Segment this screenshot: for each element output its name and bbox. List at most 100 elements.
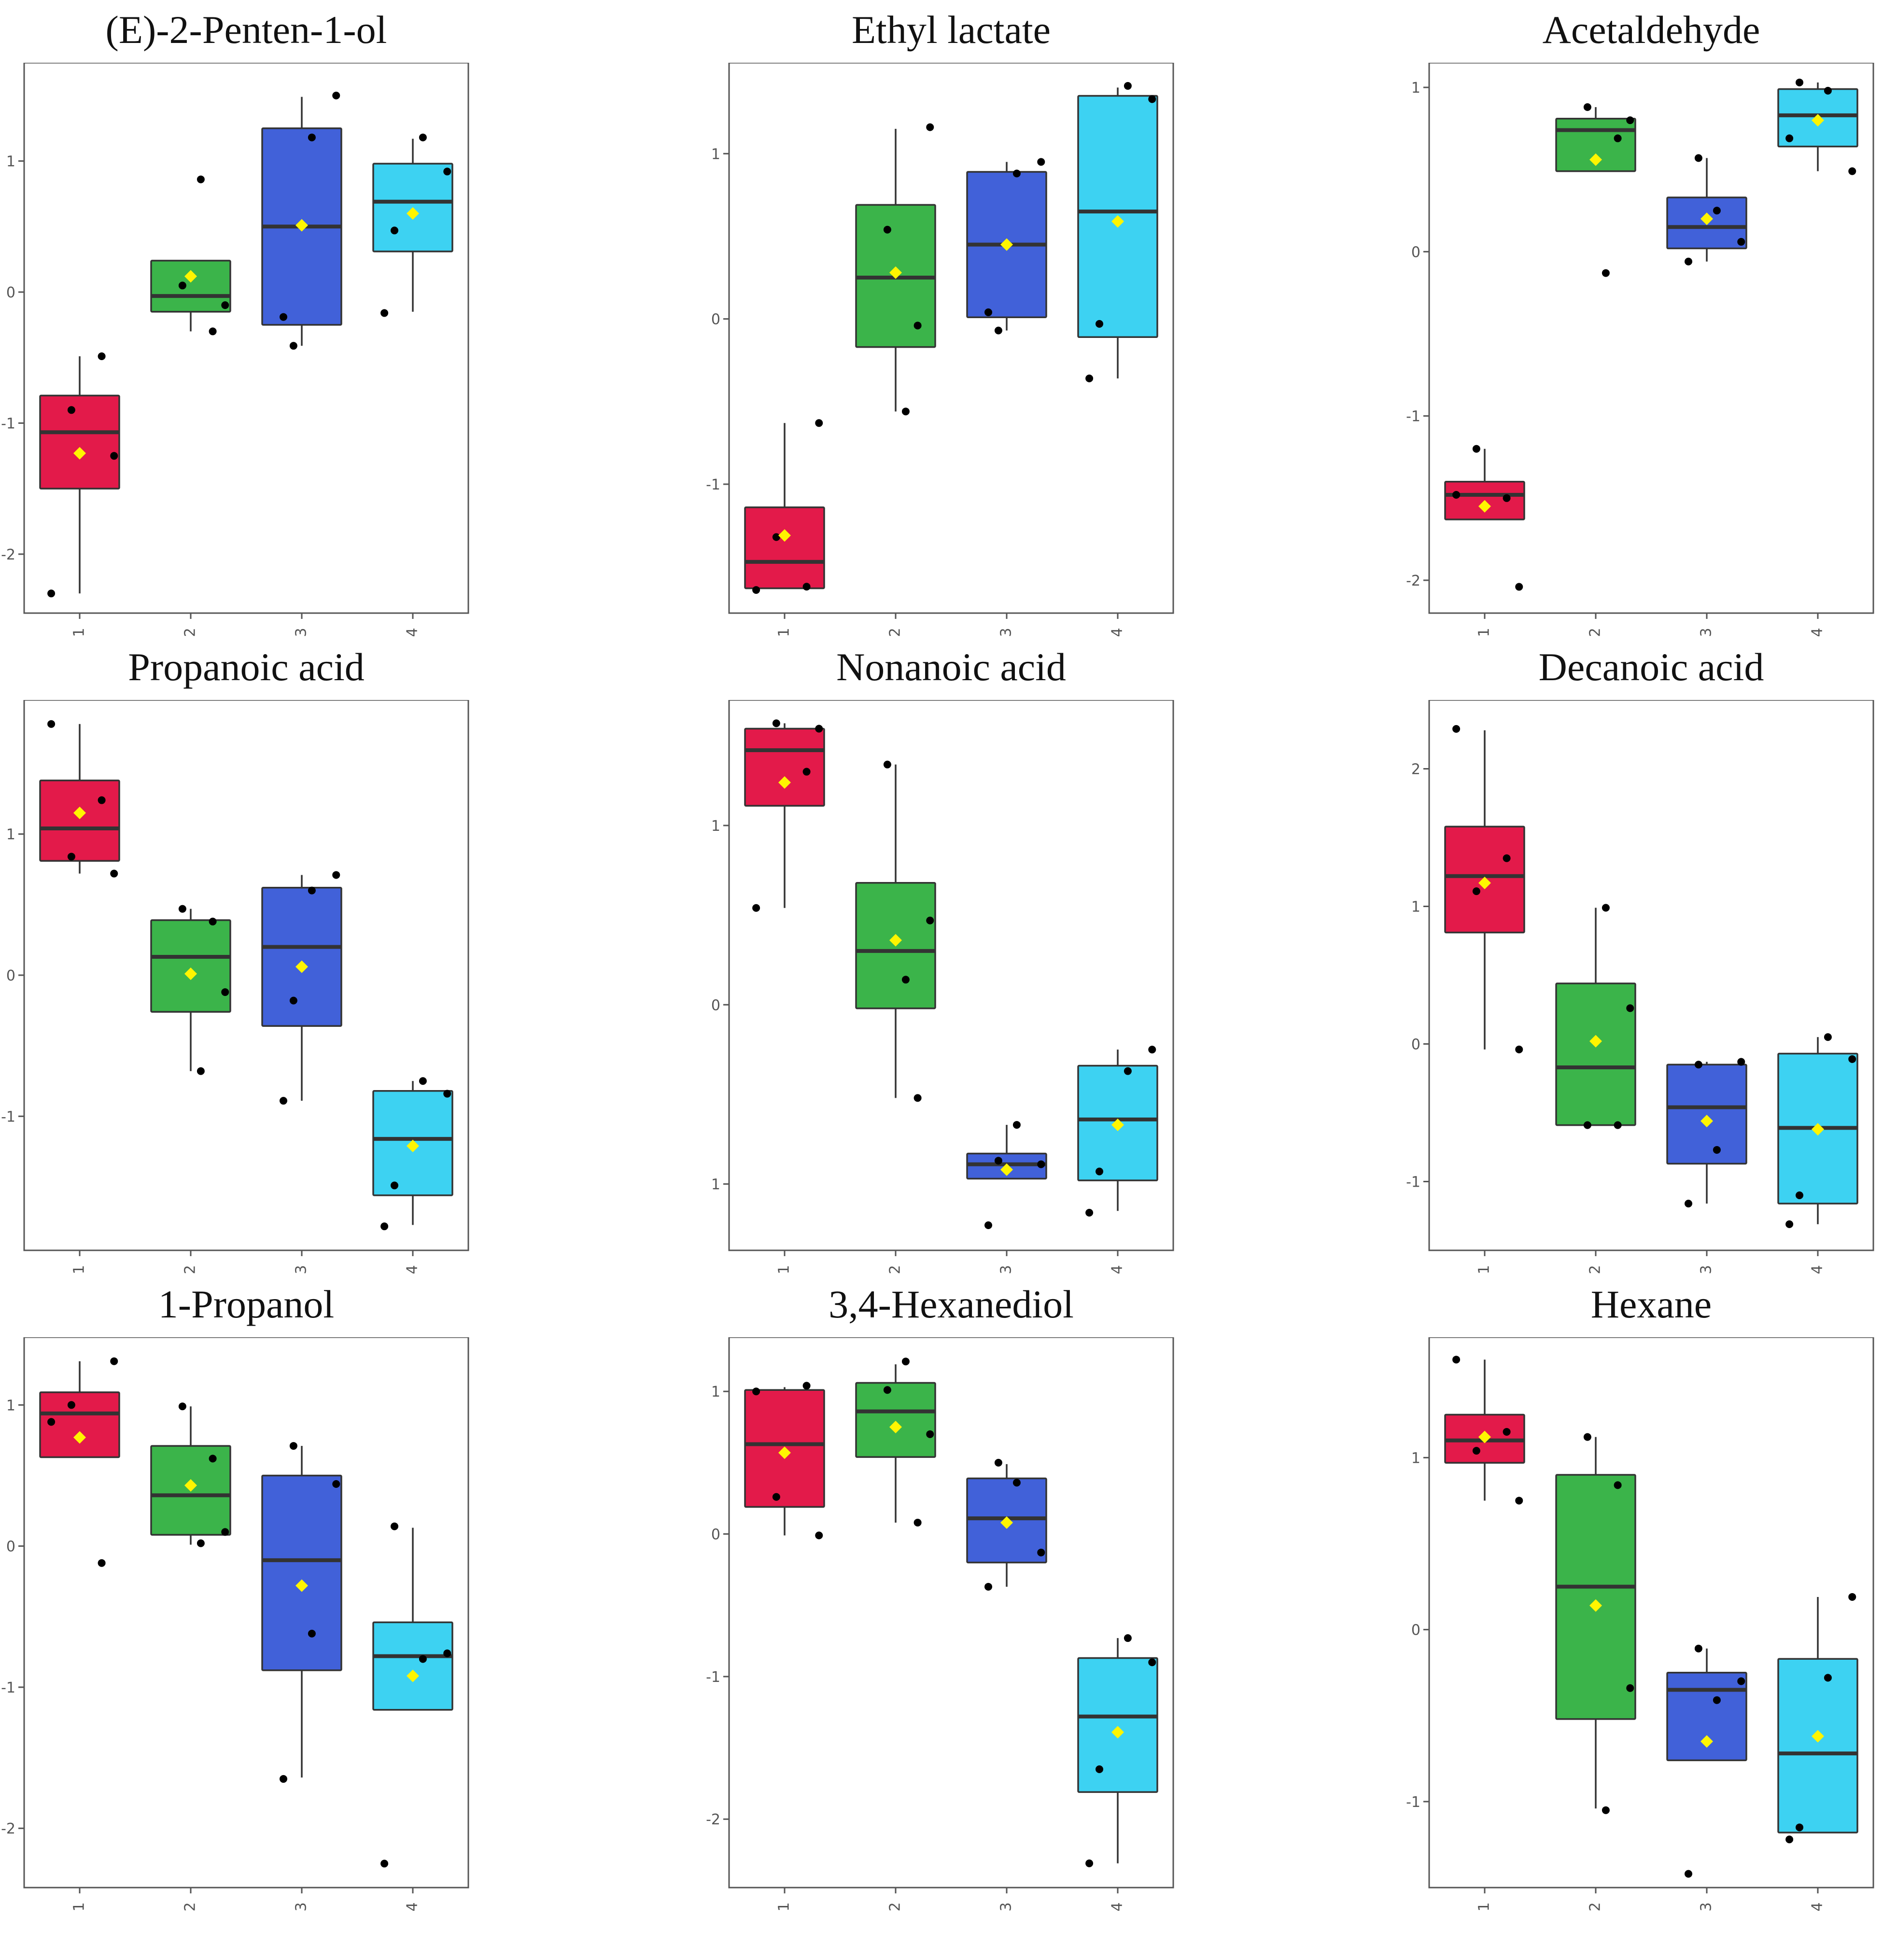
data-point bbox=[98, 796, 106, 804]
chart-plot: -1 0 1 1 2 3 4 bbox=[1406, 1337, 1874, 1912]
data-point bbox=[443, 1649, 451, 1657]
x-tick-label: 2 bbox=[182, 1265, 199, 1274]
plot-frame bbox=[23, 63, 469, 614]
data-point bbox=[221, 988, 229, 996]
chart-title: Acetaldehyde bbox=[1542, 8, 1760, 52]
x-tick-label: 3 bbox=[998, 1902, 1015, 1911]
data-point bbox=[197, 175, 205, 183]
data-point bbox=[1694, 1644, 1702, 1652]
data-point bbox=[280, 1097, 287, 1105]
data-point bbox=[47, 589, 56, 598]
data-point bbox=[391, 1181, 398, 1190]
data-point bbox=[1012, 169, 1021, 178]
data-point bbox=[1583, 1121, 1591, 1129]
chart-panel: (E)-2-Penten-1-ol -2 -1 0 1 1 2 3 4 bbox=[0, 5, 492, 686]
data-point bbox=[380, 1222, 389, 1231]
chart-plot: -1 0 1 1 2 3 4 bbox=[706, 63, 1174, 637]
data-point bbox=[772, 719, 780, 728]
chart-title: Nonanoic acid bbox=[836, 645, 1066, 689]
chart-title: (E)-2-Penten-1-ol bbox=[105, 8, 387, 52]
data-point bbox=[419, 1077, 427, 1085]
x-tick-label: 2 bbox=[887, 1902, 904, 1911]
data-point bbox=[1148, 1658, 1156, 1666]
data-point bbox=[289, 342, 297, 350]
data-point bbox=[752, 1387, 760, 1396]
x-tick-label: 4 bbox=[1109, 1265, 1126, 1274]
mean-marker bbox=[889, 266, 902, 279]
data-point bbox=[901, 407, 910, 416]
y-tick-label: -1 bbox=[1406, 408, 1420, 425]
y-tick-label: 0 bbox=[6, 967, 15, 984]
data-point bbox=[1713, 1696, 1721, 1704]
x-tick-label: 2 bbox=[1587, 1265, 1604, 1274]
data-point bbox=[1503, 1428, 1511, 1436]
chart-plot: -2 -1 0 1 1 2 3 4 bbox=[1, 1337, 469, 1912]
mean-marker bbox=[1000, 238, 1013, 251]
mean-marker bbox=[1700, 1735, 1713, 1748]
data-point bbox=[197, 1539, 205, 1547]
data-point bbox=[67, 853, 75, 861]
data-point bbox=[1148, 95, 1156, 103]
mean-marker bbox=[1111, 215, 1124, 228]
chart-plot: -2 -1 0 1 1 2 3 4 bbox=[1, 63, 469, 637]
data-point bbox=[1472, 1447, 1480, 1455]
data-point bbox=[98, 352, 106, 360]
x-tick-label: 2 bbox=[1587, 628, 1604, 637]
data-point bbox=[1096, 1765, 1103, 1773]
data-point bbox=[994, 1458, 1002, 1467]
chart-panel: Decanoic acid -1 0 1 2 1 2 3 4 bbox=[1405, 642, 1883, 1323]
mean-marker bbox=[73, 447, 86, 460]
data-point bbox=[380, 309, 389, 317]
data-point bbox=[1626, 116, 1634, 125]
data-point bbox=[1452, 490, 1461, 499]
data-point bbox=[110, 452, 118, 460]
y-tick-label: 0 bbox=[711, 311, 720, 328]
data-point bbox=[815, 1531, 823, 1540]
y-tick-label: 0 bbox=[711, 997, 720, 1014]
data-point bbox=[1503, 494, 1511, 502]
box-group-3 bbox=[261, 887, 342, 1027]
data-point bbox=[1737, 1677, 1745, 1685]
x-tick-label: 1 bbox=[71, 1265, 88, 1274]
data-point bbox=[772, 533, 780, 541]
mean-marker bbox=[184, 270, 197, 283]
mean-marker bbox=[184, 1479, 197, 1492]
data-point bbox=[1713, 1146, 1721, 1154]
data-point bbox=[926, 123, 934, 131]
y-tick-label: -1 bbox=[706, 476, 720, 493]
data-point bbox=[1785, 1835, 1794, 1844]
x-tick-label: 4 bbox=[1109, 1902, 1126, 1911]
mean-marker bbox=[1478, 500, 1491, 513]
mean-marker bbox=[1812, 1123, 1824, 1136]
data-point bbox=[1737, 1058, 1745, 1066]
data-point bbox=[1614, 134, 1622, 142]
x-tick-label: 3 bbox=[1698, 1902, 1715, 1911]
data-point bbox=[883, 1386, 891, 1394]
x-tick-label: 4 bbox=[1809, 628, 1826, 637]
x-tick-label: 1 bbox=[1476, 1902, 1493, 1911]
chart-title: Hexane bbox=[1590, 1282, 1712, 1326]
mean-marker bbox=[407, 207, 419, 220]
y-tick-label: 1 bbox=[6, 1397, 15, 1414]
chart-panel: Propanoic acid -1 0 1 1 2 3 4 bbox=[0, 642, 492, 1323]
data-point bbox=[380, 1860, 389, 1868]
data-point bbox=[984, 1582, 992, 1591]
chart-panel: Ethyl lactate -1 0 1 1 2 3 4 bbox=[705, 5, 1197, 686]
data-point bbox=[1085, 374, 1094, 382]
data-point bbox=[443, 1090, 451, 1098]
data-point bbox=[772, 1493, 780, 1501]
data-point bbox=[1796, 1191, 1803, 1199]
data-point bbox=[1848, 167, 1856, 175]
chart-title: Propanoic acid bbox=[128, 645, 365, 689]
data-point bbox=[1694, 154, 1702, 162]
data-point bbox=[901, 1358, 910, 1366]
plot-frame bbox=[1428, 63, 1874, 614]
data-point bbox=[1124, 1634, 1132, 1642]
data-point bbox=[1824, 86, 1832, 95]
x-tick-label: 3 bbox=[998, 1265, 1015, 1274]
data-point bbox=[994, 1157, 1002, 1165]
data-point bbox=[802, 1382, 811, 1390]
y-tick-label: -1 bbox=[706, 1669, 720, 1686]
data-point bbox=[391, 226, 398, 235]
data-point bbox=[443, 168, 451, 176]
